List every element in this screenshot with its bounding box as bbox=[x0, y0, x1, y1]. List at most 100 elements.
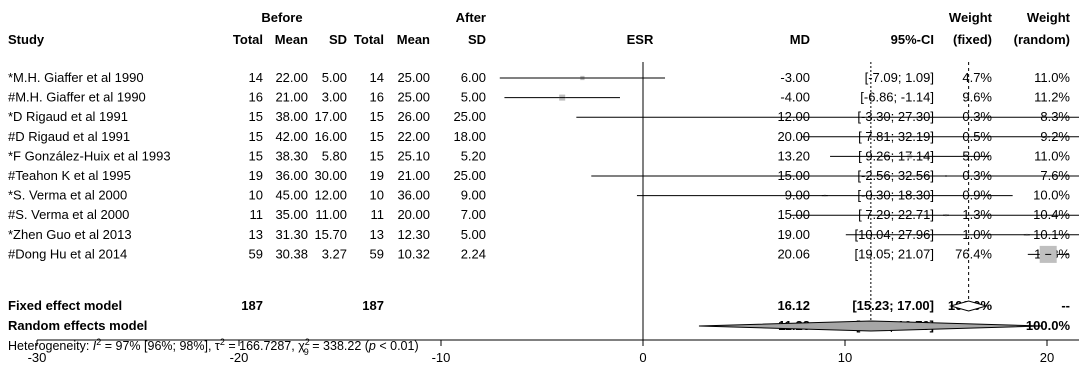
header-weight-fixed: Weight bbox=[949, 10, 993, 25]
total-before: 10 bbox=[249, 188, 263, 203]
sd-before: 15.70 bbox=[314, 227, 347, 242]
sd-before: 11.00 bbox=[315, 207, 347, 222]
header-total-after: Total bbox=[354, 32, 384, 47]
het-i2-label: I bbox=[93, 339, 97, 353]
sd-after: 5.00 bbox=[461, 227, 486, 242]
het-i2-sup: 2 bbox=[96, 337, 101, 347]
sd-before: 3.00 bbox=[322, 90, 347, 105]
mean-after: 22.00 bbox=[397, 129, 430, 144]
x-tick-label: 0 bbox=[639, 350, 646, 365]
mean-after: 26.00 bbox=[397, 109, 430, 124]
total-after: 16 bbox=[370, 90, 384, 105]
x-tick-label: -20 bbox=[230, 350, 249, 365]
het-chi2-label: χ bbox=[298, 339, 305, 353]
total-before: 16 bbox=[249, 90, 263, 105]
weight-fixed: 4.7% bbox=[962, 70, 992, 85]
study-name: #Teahon K et al 1995 bbox=[8, 168, 131, 183]
het-tau2-sup: 2 bbox=[220, 337, 225, 347]
ci-value: [-6.86; -1.14] bbox=[860, 90, 934, 105]
sd-after: 25.00 bbox=[453, 109, 486, 124]
mean-before: 36.00 bbox=[275, 168, 308, 183]
study-row: #Dong Hu et al 2014 59 30.38 3.27 59 10.32 2.2… bbox=[8, 246, 1070, 261]
heterogeneity-text: Heterogeneity: I2 = 97% [96%; 98%], τ2 =… bbox=[8, 337, 419, 357]
sd-before: 3.27 bbox=[322, 246, 347, 261]
het-p-label: p bbox=[368, 339, 376, 353]
het-i2-value: = 97% [96%; 98%], bbox=[101, 339, 215, 353]
study-row: *Zhen Guo et al 2013 13 31.30 15.70 13 12.30 5… bbox=[8, 227, 1070, 242]
total-before: 15 bbox=[249, 148, 263, 163]
study-name: #D Rigaud et al 1991 bbox=[8, 129, 130, 144]
random-effect-diamond bbox=[698, 320, 1043, 332]
mean-before: 38.00 bbox=[275, 109, 308, 124]
plot-marks bbox=[499, 62, 1079, 340]
mean-before: 35.00 bbox=[275, 207, 308, 222]
study-name: *D Rigaud et al 1991 bbox=[8, 109, 128, 124]
fixed-total-after: 187 bbox=[362, 298, 384, 313]
sd-after: 2.24 bbox=[461, 246, 486, 261]
total-before: 13 bbox=[249, 227, 263, 242]
header-weight-random-sub: (random) bbox=[1014, 32, 1070, 47]
total-after: 19 bbox=[370, 168, 384, 183]
sd-after: 9.00 bbox=[461, 188, 486, 203]
total-before: 11 bbox=[250, 207, 264, 222]
md-value: 19.00 bbox=[777, 227, 810, 242]
header-md: MD bbox=[790, 32, 810, 47]
total-after: 15 bbox=[370, 109, 384, 124]
random-label: Random effects model bbox=[8, 318, 147, 333]
sd-before: 5.80 bbox=[322, 148, 347, 163]
header-ci: 95%-CI bbox=[891, 32, 934, 47]
study-name: *S. Verma et al 2000 bbox=[8, 188, 127, 203]
fixed-effect-diamond bbox=[948, 300, 989, 312]
study-row: *D Rigaud et al 1991 15 38.00 17.00 15 26.00 2… bbox=[8, 109, 1070, 124]
header-after: After bbox=[456, 10, 486, 25]
mean-before: 22.00 bbox=[275, 70, 308, 85]
header-weight-random: Weight bbox=[1027, 10, 1071, 25]
study-name: *Zhen Guo et al 2013 bbox=[8, 227, 132, 242]
header-mean-before: Mean bbox=[275, 32, 308, 47]
fixed-label: Fixed effect model bbox=[8, 298, 122, 313]
study-row: *M.H. Giaffer et al 1990 14 22.00 5.00 14 25.… bbox=[8, 70, 1070, 85]
mean-after: 21.00 bbox=[397, 168, 430, 183]
ci-value: [-7.09; 1.09] bbox=[865, 70, 934, 85]
weight-random: 11.0% bbox=[1034, 148, 1070, 163]
md-value: 20.06 bbox=[777, 246, 810, 261]
het-chi2-df: 9 bbox=[304, 347, 309, 357]
header-sd-before: SD bbox=[329, 32, 347, 47]
header-weight-fixed-sub: (fixed) bbox=[953, 32, 992, 47]
total-before: 59 bbox=[249, 246, 263, 261]
mean-after: 36.00 bbox=[397, 188, 430, 203]
het-chi2-value: = 338.22 ( bbox=[309, 339, 370, 353]
header-before: Before bbox=[261, 10, 302, 25]
sd-after: 18.00 bbox=[453, 129, 486, 144]
column-headers: Before After Study Total Mean SD Total M… bbox=[8, 10, 1071, 47]
het-tau2-label: τ bbox=[215, 339, 220, 353]
md-value: 20.00 bbox=[777, 129, 810, 144]
study-row: #M.H. Giaffer et al 1990 16 21.00 3.00 16 25.… bbox=[8, 90, 1070, 105]
sd-after: 25.00 bbox=[453, 168, 486, 183]
header-study: Study bbox=[8, 32, 45, 47]
study-name: #Dong Hu et al 2014 bbox=[8, 246, 127, 261]
mean-after: 12.30 bbox=[397, 227, 430, 242]
study-name: *M.H. Giaffer et al 1990 bbox=[8, 70, 144, 85]
header-total-before: Total bbox=[233, 32, 263, 47]
ci-value: [19.05; 21.07] bbox=[854, 246, 934, 261]
sd-before: 30.00 bbox=[314, 168, 347, 183]
fixed-ci: [15.23; 17.00] bbox=[852, 298, 934, 313]
weight-fixed: 9.6% bbox=[962, 90, 992, 105]
fixed-total-before: 187 bbox=[241, 298, 263, 313]
header-sd-after: SD bbox=[468, 32, 486, 47]
sd-after: 6.00 bbox=[461, 70, 486, 85]
x-axis: -30-20-100102030 bbox=[28, 339, 1079, 365]
mean-after: 25.00 bbox=[397, 90, 430, 105]
het-chi2-sup: 2 bbox=[305, 337, 310, 347]
mean-after: 25.00 bbox=[397, 70, 430, 85]
total-before: 15 bbox=[249, 129, 263, 144]
study-name: #S. Verma et al 2000 bbox=[8, 207, 129, 222]
mean-after: 25.10 bbox=[397, 148, 430, 163]
weight-random: 11.2% bbox=[1034, 90, 1070, 105]
het-p-value: < 0.01) bbox=[376, 339, 419, 353]
study-rows: *M.H. Giaffer et al 1990 14 22.00 5.00 14 25.… bbox=[8, 70, 1070, 261]
x-tick-label: 20 bbox=[1040, 350, 1054, 365]
header-esr: ESR bbox=[627, 32, 654, 47]
